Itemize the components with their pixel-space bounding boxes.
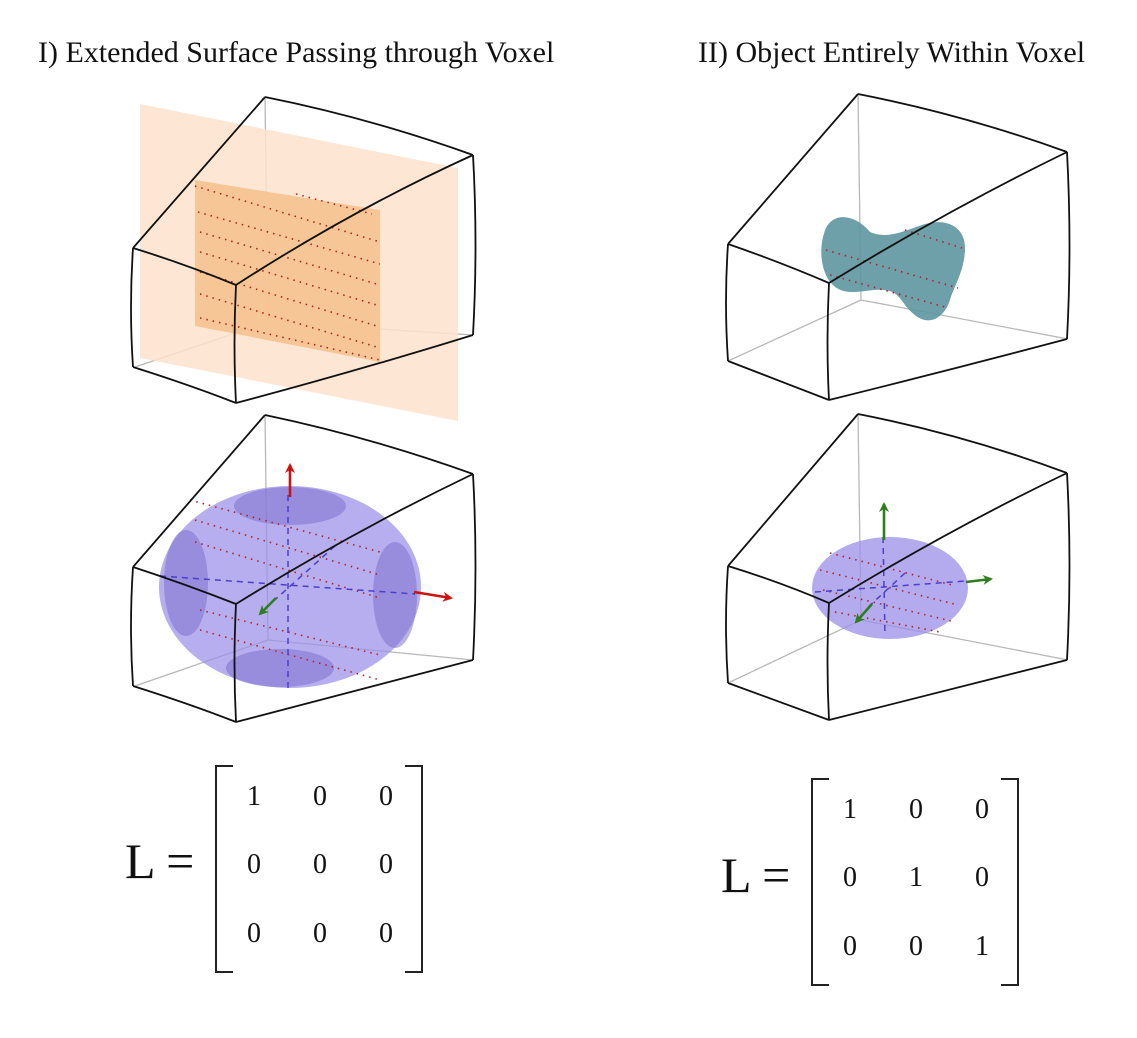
matrix-right: 1 0 0 0 1 0 0 0 1: [811, 778, 1019, 986]
matrix-cell: 1: [975, 931, 989, 962]
ellipsoid-cap-right: [373, 542, 417, 648]
matrix-cell: 0: [247, 918, 261, 949]
matrix-cell: 0: [909, 794, 923, 825]
matrix-cell: 0: [975, 862, 989, 893]
matrix-cell: 0: [313, 781, 327, 812]
matrix-cell: 0: [313, 849, 327, 880]
ellipsoid-cap-bottom: [226, 649, 334, 687]
matrix-bracket-right: [1001, 778, 1019, 986]
matrix-label-right: L =: [721, 847, 791, 903]
matrix-label-left: L =: [125, 833, 195, 889]
panel-1-title: I) Extended Surface Passing through Voxe…: [38, 36, 555, 69]
axis-arrow-front-green-2: [854, 603, 873, 624]
matrix-cell: 0: [379, 918, 393, 949]
matrix-bracket-left: [215, 765, 233, 973]
matrix-cell: 0: [313, 918, 327, 949]
ellipsoid-cap-top: [234, 487, 346, 525]
axis-arrow-right-red: [413, 590, 453, 602]
voxel-blob-top-right: [725, 93, 1071, 401]
voxel-ellipsoid-bottom-left: [130, 414, 477, 723]
matrix-bracket-right: [405, 765, 423, 973]
axis-arrow-front-green: [258, 597, 277, 616]
matrix-cell: 0: [909, 931, 923, 962]
matrix-cell: 1: [247, 781, 261, 812]
matrix-cell: 0: [379, 849, 393, 880]
matrix-cell: 0: [843, 862, 857, 893]
matrix-cell: 0: [843, 931, 857, 962]
matrix-cell: 0: [379, 781, 393, 812]
object-blob: [821, 217, 966, 321]
axis-arrow-right-green: [965, 574, 993, 585]
ellipsoid-cap-left: [164, 530, 208, 636]
matrix-cell: 0: [247, 849, 261, 880]
matrix-cell: 0: [975, 794, 989, 825]
voxel-ellipsoid-bottom-right: [725, 413, 1071, 721]
matrix-cell: 1: [843, 794, 857, 825]
panel-2-title: II) Object Entirely Within Voxel: [698, 36, 1086, 69]
matrix-left: 1 0 0 0 0 0 0 0 0: [215, 765, 423, 973]
matrix-cell: 1: [909, 862, 923, 893]
voxel-plane-top-left: [130, 96, 477, 421]
matrix-bracket-left: [811, 778, 829, 986]
